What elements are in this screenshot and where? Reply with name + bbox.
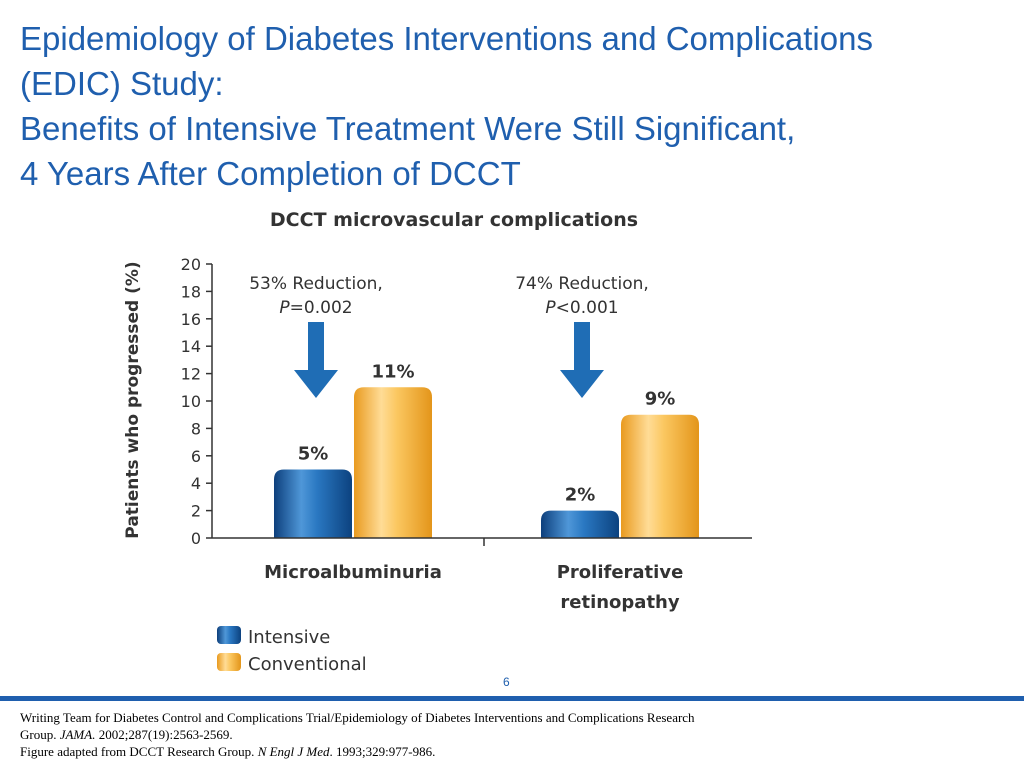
category-label: Microalbuminuria [264,562,442,583]
bar-intensive [274,469,352,538]
annotation-reduction: 74% Reduction, [515,274,649,294]
y-tick-label: 12 [181,365,201,384]
y-tick-label: 20 [181,255,201,274]
citation-line: Group. JAMA. 2002;287(19):2563-2569. [20,727,233,742]
category-label: Proliferative [557,562,684,583]
citation: Writing Team for Diabetes Control and Co… [20,709,860,760]
down-arrow-icon [294,322,338,398]
title-line: 4 Years After Completion of DCCT [20,155,521,192]
bar-chart: DCCT microvascular complications Patient… [123,209,752,675]
footer-rule [0,696,1024,701]
bar-intensive [541,510,619,538]
bar-value-label: 9% [645,389,676,410]
y-tick-label: 4 [191,474,201,493]
annotation-group: 53% Reduction, P=0.002 [249,274,383,318]
down-arrow-icon [560,322,604,398]
title-line: Epidemiology of Diabetes Interventions a… [20,20,873,57]
y-axis-title: Patients who progressed (%) [123,261,143,538]
legend-label-conventional: Conventional [248,654,367,675]
y-tick-label: 18 [181,282,201,301]
legend-swatch-conventional [217,653,241,671]
citation-line: Figure adapted from DCCT Research Group.… [20,744,436,759]
bar-value-label: 2% [565,485,596,506]
title-line: Benefits of Intensive Treatment Were Sti… [20,110,796,147]
bar-conventional [621,414,699,538]
y-tick-label: 10 [181,392,201,411]
annotation-pvalue: P=0.002 [279,298,352,318]
annotation-group: 74% Reduction, P<0.001 [515,274,649,318]
citation-line: Writing Team for Diabetes Control and Co… [20,710,695,725]
y-tick-label: 14 [181,337,201,356]
y-tick-label: 0 [191,529,201,548]
page-number: 6 [503,675,510,689]
slide-title: Epidemiology of Diabetes Interventions a… [20,16,1010,196]
annotation-pvalue: P<0.001 [545,298,618,318]
y-tick-label: 6 [191,447,201,466]
title-line: (EDIC) Study: [20,65,224,102]
chart-title: DCCT microvascular complications [270,209,638,231]
legend-swatch-intensive [217,626,241,644]
bar-value-label: 11% [371,361,414,382]
bar-value-label: 5% [298,444,329,465]
annotation-reduction: 53% Reduction, [249,274,383,294]
y-tick-label: 2 [191,502,201,521]
y-tick-label: 8 [191,419,201,438]
legend-label-intensive: Intensive [248,627,330,648]
bar-conventional [354,387,432,538]
category-label: retinopathy [560,592,679,613]
y-tick-label: 16 [181,310,201,329]
